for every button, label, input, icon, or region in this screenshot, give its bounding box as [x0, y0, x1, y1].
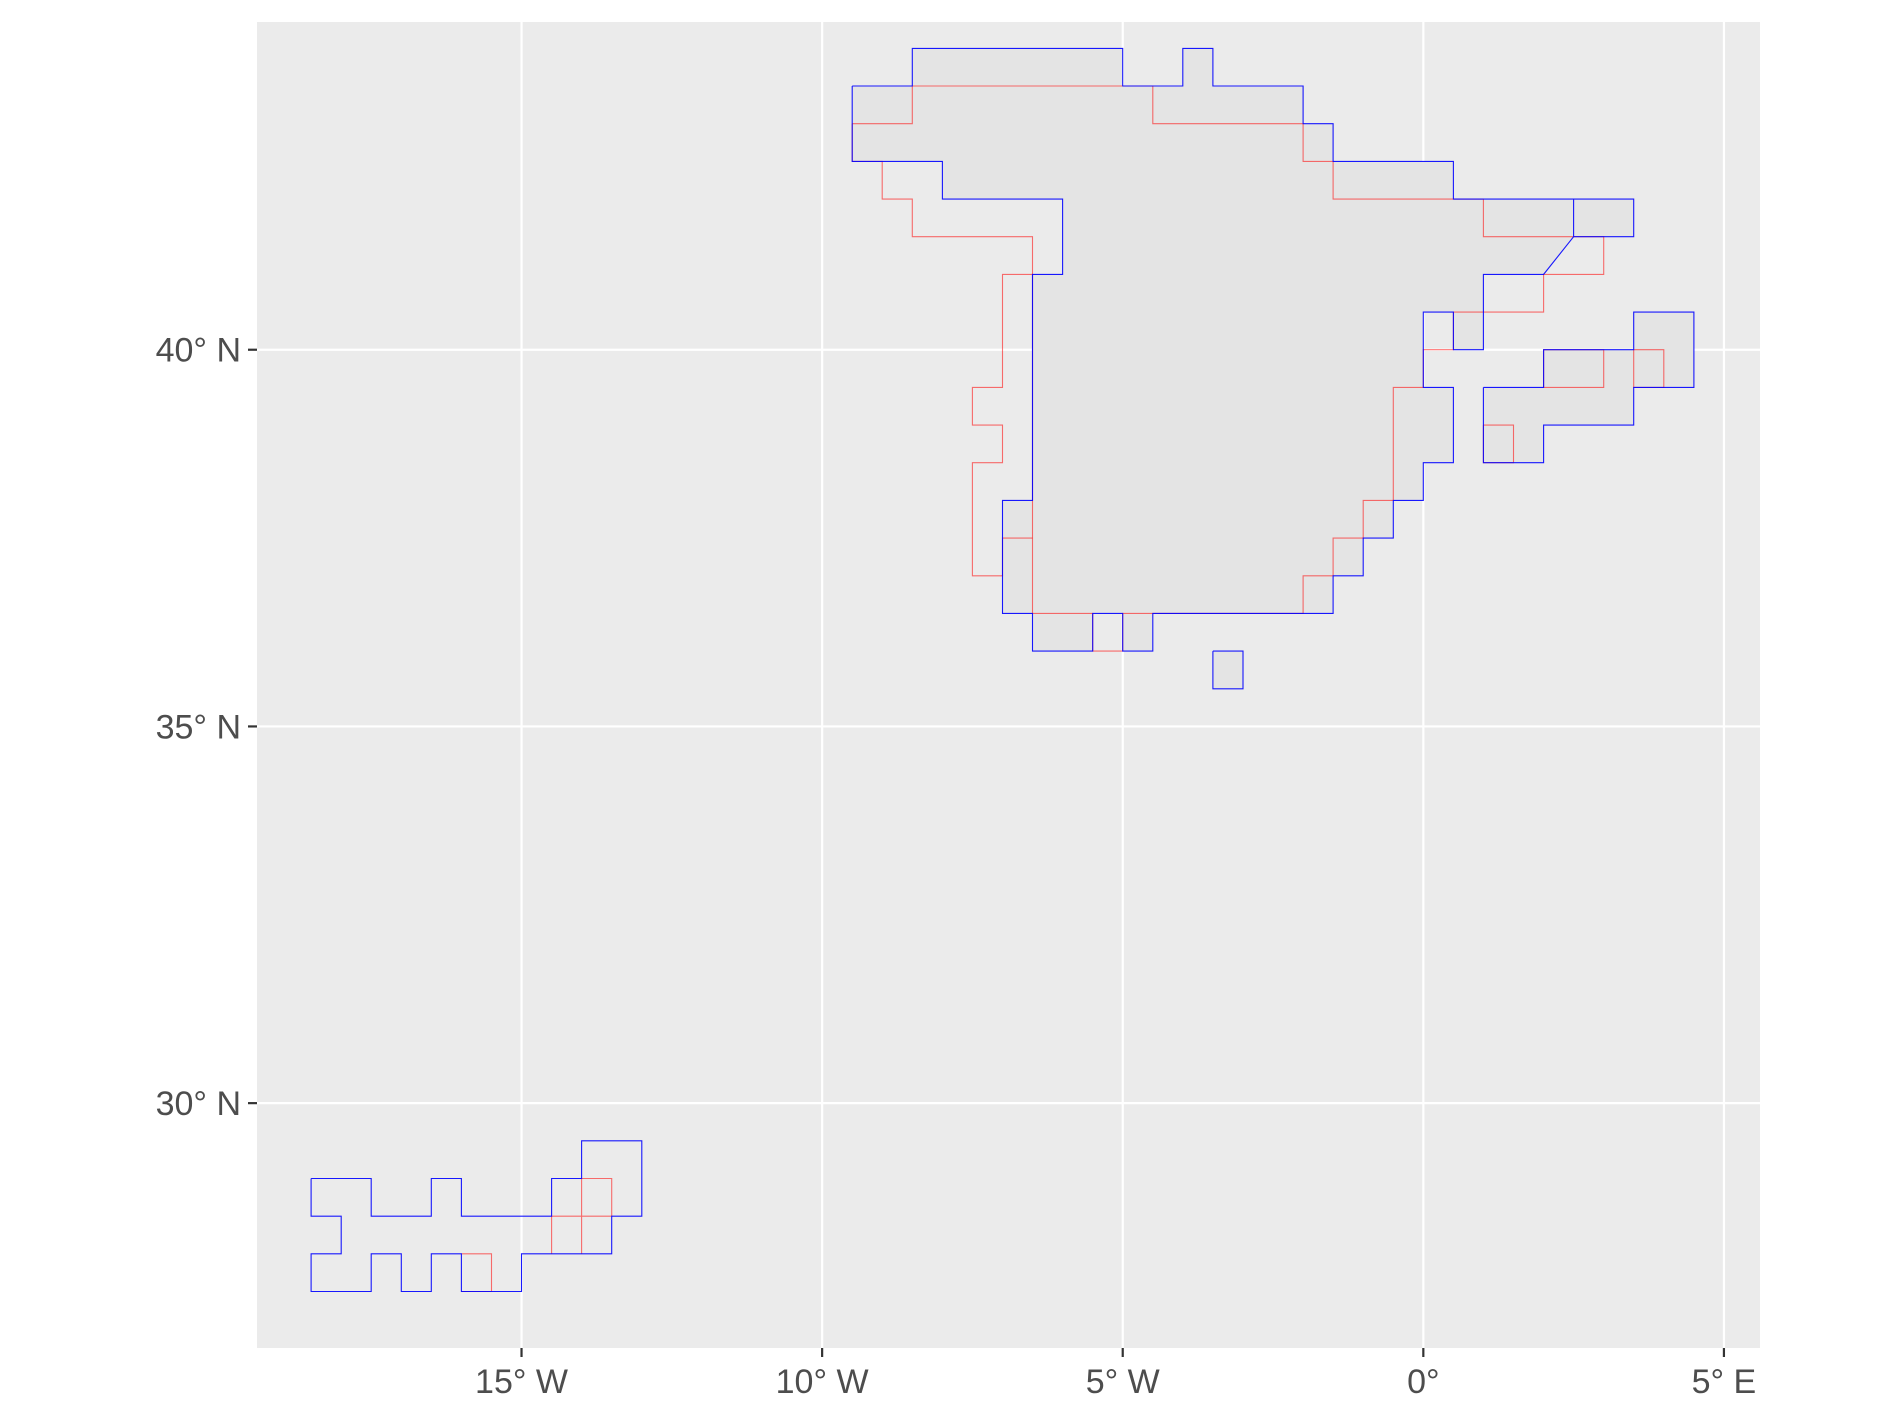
- x-axis: 15° W 10° W 5° W 0° 5° E: [475, 1348, 1756, 1401]
- y-tick-label: 30° N: [156, 1085, 241, 1123]
- y-axis: 30° N 35° N 40° N: [156, 332, 257, 1123]
- y-tick-label: 35° N: [156, 708, 241, 746]
- blue-cell-outline: [1482, 311, 1695, 464]
- land-area: [1212, 651, 1243, 689]
- y-tick-label: 40° N: [156, 332, 241, 370]
- blue-cell-outline: [1212, 650, 1244, 690]
- x-tick-label: 5° W: [1086, 1363, 1160, 1401]
- x-tick-label: 5° E: [1692, 1363, 1757, 1401]
- x-tick-label: 10° W: [776, 1363, 869, 1401]
- blue-cell-outline: [310, 1140, 643, 1293]
- x-tick-label: 15° W: [475, 1363, 568, 1401]
- blue-cell-outline: [851, 47, 1635, 652]
- x-tick-label: 0°: [1407, 1363, 1440, 1401]
- red-cell-outline: [551, 1177, 613, 1254]
- cell-outlines: [310, 47, 1695, 1293]
